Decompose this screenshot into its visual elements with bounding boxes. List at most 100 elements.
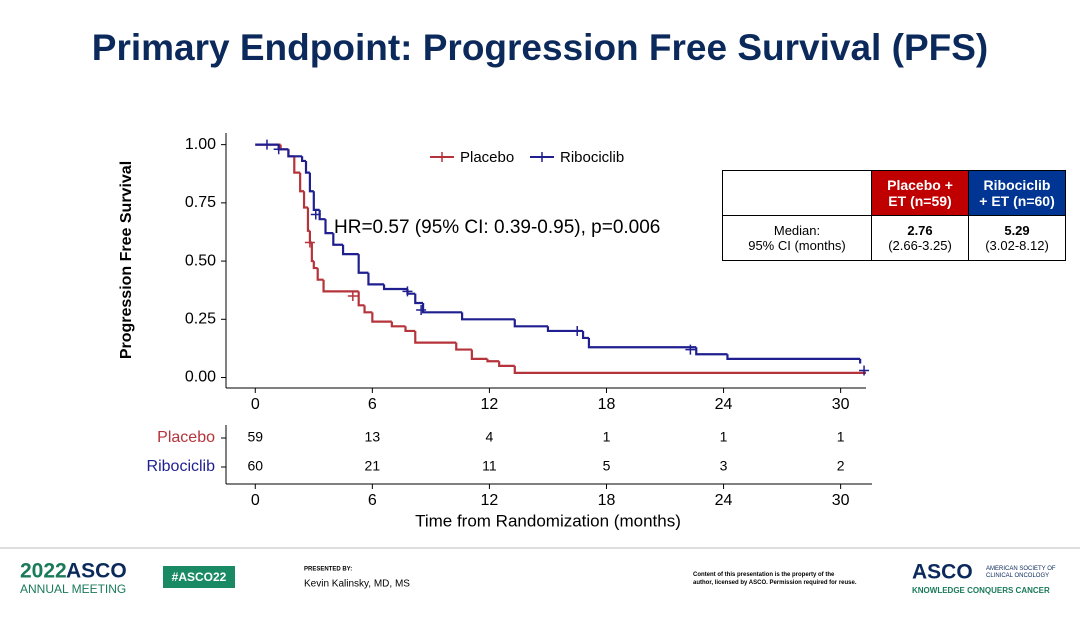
y-axis-label: Progression Free Survival: [118, 161, 135, 359]
km-step: [587, 337, 697, 349]
tagline: KNOWLEDGE CONQUERS CANCER: [912, 586, 1050, 595]
censor-mark: [261, 139, 272, 150]
y-tick-label: 1.00: [185, 136, 216, 153]
presented-by: PRESENTED BY:: [304, 567, 352, 573]
km-step: [460, 312, 515, 321]
censor-mark: [304, 237, 315, 248]
cell: 2.76 (2.66-3.25): [871, 215, 969, 261]
km-step: [470, 349, 488, 360]
slide-title: Primary Endpoint: Progression Free Survi…: [92, 27, 988, 68]
km-step: [310, 242, 314, 263]
censor-mark: [572, 325, 583, 336]
km-step: [546, 326, 584, 333]
legend-label: Placebo: [460, 149, 514, 166]
disclaimer: Content of this presentation is the prop…: [693, 572, 857, 586]
median: 2.76: [907, 223, 933, 238]
km-step: [312, 191, 320, 211]
hashtag-box: [163, 566, 235, 588]
km-step: [581, 330, 589, 340]
hashtag: #ASCO22: [172, 570, 227, 584]
y-tick-label: 0.50: [185, 252, 216, 269]
x-tick-label: 30: [832, 396, 850, 413]
km-step: [318, 209, 326, 221]
km-step: [324, 219, 334, 235]
x-tick-label: 0: [251, 396, 260, 413]
median-table: Placebo + ET (n=59) Ribociclib + ET (n=6…: [722, 170, 1066, 261]
km-step: [357, 254, 369, 274]
km-step: [486, 358, 500, 363]
censor-mark: [273, 144, 284, 155]
risk-x-tick-label: 12: [481, 492, 499, 509]
km-step: [357, 291, 365, 307]
median: 5.29: [1004, 223, 1030, 238]
censor-mark: [416, 304, 427, 315]
y-tick-label: 0.75: [185, 194, 216, 211]
km-step: [302, 191, 308, 209]
ci: (2.66-3.25): [888, 238, 952, 253]
header: Placebo + ET (n=59): [871, 170, 969, 216]
km-step: [312, 261, 318, 270]
legend-label: Ribociclib: [560, 149, 624, 166]
org: ASCO: [912, 561, 973, 584]
risk-count: 1: [837, 429, 845, 445]
km-step: [332, 233, 344, 246]
km-step: [341, 244, 359, 256]
censor-mark: [685, 344, 696, 355]
risk-x-tick-label: 0: [251, 492, 260, 509]
km-step: [316, 268, 324, 281]
risk-count: 4: [486, 429, 494, 445]
km-step: [299, 172, 305, 193]
meeting-year: 2022: [20, 560, 67, 583]
km-step: [363, 305, 373, 314]
km-step: [498, 361, 515, 367]
risk-x-tick-label: 18: [598, 492, 616, 509]
y-tick-label: 0.00: [185, 369, 216, 386]
censor-mark: [859, 365, 870, 376]
meeting-name: ASCO: [66, 560, 127, 583]
censor-mark: [310, 209, 321, 220]
row-label: Median: 95% CI (months): [722, 215, 872, 261]
risk-count: 3: [720, 458, 728, 474]
x-tick-label: 6: [368, 396, 377, 413]
presenter: Kevin Kalinsky, MD, MS: [304, 579, 410, 590]
x-tick-label: 24: [715, 396, 733, 413]
risk-x-tick-label: 30: [832, 492, 850, 509]
censor-mark: [347, 291, 358, 302]
km-step: [414, 293, 424, 305]
km-step: [300, 156, 306, 163]
risk-group-label: Placebo: [157, 429, 215, 446]
meeting-sub: ANNUAL MEETING: [20, 582, 126, 596]
km-step: [513, 319, 548, 328]
km-step: [726, 354, 861, 360]
risk-count: 13: [365, 429, 381, 445]
corner: [722, 170, 872, 216]
km-step: [695, 347, 728, 356]
risk-count: 2: [837, 458, 845, 474]
ci: (3.02-8.12): [985, 238, 1049, 253]
km-step: [390, 321, 406, 328]
org-full: AMERICAN SOCIETY OF CLINICAL ONCOLOGY: [986, 566, 1056, 579]
legend-marker: [437, 152, 447, 162]
risk-count: 60: [247, 458, 263, 474]
risk-x-label: Time from Randomization (months): [415, 511, 681, 530]
risk-count: 1: [720, 429, 728, 445]
km-step: [513, 365, 866, 374]
risk-count: 5: [603, 458, 611, 474]
risk-count: 1: [603, 429, 611, 445]
risk-count: 59: [247, 429, 263, 445]
km-step: [293, 156, 301, 174]
risk-group-label: Ribociclib: [147, 458, 216, 475]
km-step: [455, 342, 472, 351]
km-step: [306, 207, 310, 232]
y-tick-label: 0.25: [185, 311, 216, 328]
km-step: [367, 272, 385, 286]
risk-count: 11: [482, 458, 497, 474]
km-step: [404, 326, 416, 333]
header: Ribociclib + ET (n=60): [968, 170, 1066, 216]
legend-marker: [537, 152, 547, 162]
risk-x-tick-label: 6: [368, 492, 377, 509]
annotation: HR=0.57 (95% CI: 0.39-0.95), p=0.006: [334, 217, 660, 238]
km-step: [287, 149, 303, 158]
